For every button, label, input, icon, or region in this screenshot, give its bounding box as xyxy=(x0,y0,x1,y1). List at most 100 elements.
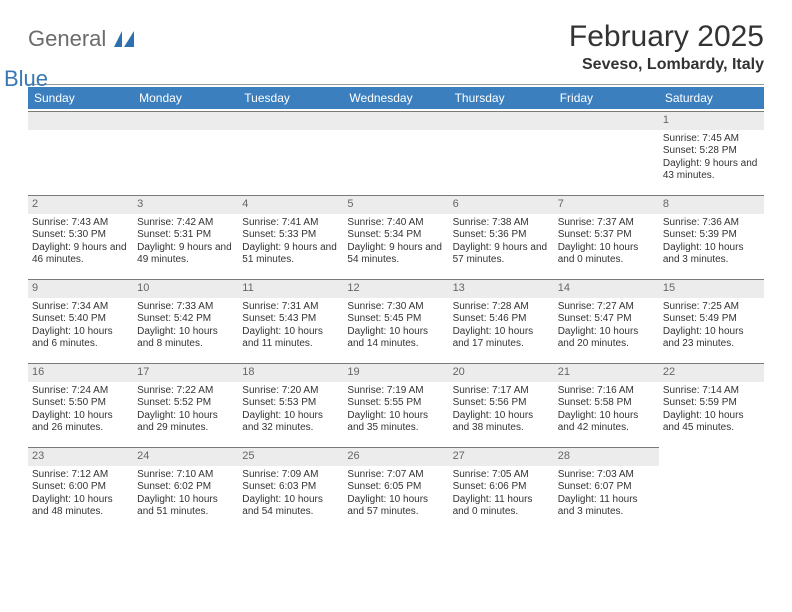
day-number: 4 xyxy=(238,195,343,214)
day-number: 17 xyxy=(133,363,238,382)
sunset-text: Sunset: 5:50 PM xyxy=(32,397,129,410)
calendar-cell: 6Sunrise: 7:38 AMSunset: 5:36 PMDaylight… xyxy=(449,193,554,277)
daylight-text: Daylight: 10 hours and 0 minutes. xyxy=(558,242,655,267)
calendar-cell: 8Sunrise: 7:36 AMSunset: 5:39 PMDaylight… xyxy=(659,193,764,277)
sunrise-text: Sunrise: 7:34 AM xyxy=(32,301,129,314)
sunrise-text: Sunrise: 7:27 AM xyxy=(558,301,655,314)
day-number: 22 xyxy=(659,363,764,382)
calendar-cell: 1Sunrise: 7:45 AMSunset: 5:28 PMDaylight… xyxy=(659,109,764,193)
sunrise-text: Sunrise: 7:10 AM xyxy=(137,469,234,482)
location: Seveso, Lombardy, Italy xyxy=(569,56,764,74)
calendar-cell: 26Sunrise: 7:07 AMSunset: 6:05 PMDayligh… xyxy=(343,445,448,529)
calendar-cell: 3Sunrise: 7:42 AMSunset: 5:31 PMDaylight… xyxy=(133,193,238,277)
sunrise-text: Sunrise: 7:20 AM xyxy=(242,385,339,398)
sunset-text: Sunset: 5:33 PM xyxy=(242,229,339,242)
day-number: 21 xyxy=(554,363,659,382)
daylight-text: Daylight: 10 hours and 11 minutes. xyxy=(242,326,339,351)
day-number: 25 xyxy=(238,447,343,466)
daylight-text: Daylight: 10 hours and 42 minutes. xyxy=(558,410,655,435)
day-number: 12 xyxy=(343,279,448,298)
day-number: 13 xyxy=(449,279,554,298)
sunset-text: Sunset: 5:39 PM xyxy=(663,229,760,242)
sunrise-text: Sunrise: 7:37 AM xyxy=(558,217,655,230)
sunrise-text: Sunrise: 7:43 AM xyxy=(32,217,129,230)
calendar-cell-empty: . xyxy=(133,109,238,193)
sunset-text: Sunset: 5:52 PM xyxy=(137,397,234,410)
sunrise-text: Sunrise: 7:40 AM xyxy=(347,217,444,230)
sunrise-text: Sunrise: 7:14 AM xyxy=(663,385,760,398)
sunset-text: Sunset: 5:45 PM xyxy=(347,313,444,326)
calendar-cell: 18Sunrise: 7:20 AMSunset: 5:53 PMDayligh… xyxy=(238,361,343,445)
sunset-text: Sunset: 5:58 PM xyxy=(558,397,655,410)
calendar-cell: 5Sunrise: 7:40 AMSunset: 5:34 PMDaylight… xyxy=(343,193,448,277)
sunset-text: Sunset: 6:02 PM xyxy=(137,481,234,494)
daylight-text: Daylight: 11 hours and 3 minutes. xyxy=(558,494,655,519)
sunrise-text: Sunrise: 7:07 AM xyxy=(347,469,444,482)
daylight-text: Daylight: 10 hours and 17 minutes. xyxy=(453,326,550,351)
sunrise-text: Sunrise: 7:36 AM xyxy=(663,217,760,230)
sunset-text: Sunset: 5:34 PM xyxy=(347,229,444,242)
daylight-text: Daylight: 10 hours and 32 minutes. xyxy=(242,410,339,435)
day-of-week-header: Monday xyxy=(133,87,238,109)
sunrise-text: Sunrise: 7:17 AM xyxy=(453,385,550,398)
daylight-text: Daylight: 10 hours and 48 minutes. xyxy=(32,494,129,519)
sunset-text: Sunset: 6:07 PM xyxy=(558,481,655,494)
day-of-week-header: Wednesday xyxy=(343,87,448,109)
calendar-cell: 7 Sunrise: 7:37 AMSunset: 5:37 PMDaylight… xyxy=(554,193,659,277)
daylight-text: Daylight: 10 hours and 35 minutes. xyxy=(347,410,444,435)
daylight-text: Daylight: 10 hours and 23 minutes. xyxy=(663,326,760,351)
day-number: 1 xyxy=(659,111,764,130)
day-number: 3 xyxy=(133,195,238,214)
divider xyxy=(28,84,764,85)
daylight-text: Daylight: 10 hours and 14 minutes. xyxy=(347,326,444,351)
sunset-text: Sunset: 5:56 PM xyxy=(453,397,550,410)
calendar-cell: 20 Sunrise: 7:17 AMSunset: 5:56 PMDayligh… xyxy=(449,361,554,445)
sunrise-text: Sunrise: 7:31 AM xyxy=(242,301,339,314)
day-of-week-header: Tuesday xyxy=(238,87,343,109)
calendar-cell: 9Sunrise: 7:34 AMSunset: 5:40 PMDaylight… xyxy=(28,277,133,361)
day-number: 6 xyxy=(449,195,554,214)
calendar-cell-empty: . xyxy=(343,109,448,193)
sunset-text: Sunset: 5:55 PM xyxy=(347,397,444,410)
daylight-text: Daylight: 9 hours and 57 minutes. xyxy=(453,242,550,267)
calendar-cell: 24Sunrise: 7:10 AMSunset: 6:02 PMDayligh… xyxy=(133,445,238,529)
daylight-text: Daylight: 9 hours and 51 minutes. xyxy=(242,242,339,267)
day-number: 7 xyxy=(554,195,659,214)
calendar-cell: 14Sunrise: 7:27 AMSunset: 5:47 PMDayligh… xyxy=(554,277,659,361)
day-number: 24 xyxy=(133,447,238,466)
sunset-text: Sunset: 5:59 PM xyxy=(663,397,760,410)
sunrise-text: Sunrise: 7:09 AM xyxy=(242,469,339,482)
header: General Blue February 2025 Seveso, Lomba… xyxy=(28,20,764,78)
sunrise-text: Sunrise: 7:05 AM xyxy=(453,469,550,482)
day-number: 28 xyxy=(554,447,659,466)
day-number: 19 xyxy=(343,363,448,382)
daylight-text: Daylight: 10 hours and 45 minutes. xyxy=(663,410,760,435)
sunrise-text: Sunrise: 7:42 AM xyxy=(137,217,234,230)
day-number: 9 xyxy=(28,279,133,298)
day-number: 11 xyxy=(238,279,343,298)
day-number: 20 xyxy=(449,363,554,382)
day-number: 8 xyxy=(659,195,764,214)
calendar-cell-empty: . xyxy=(554,109,659,193)
sunrise-text: Sunrise: 7:19 AM xyxy=(347,385,444,398)
day-number: 2 xyxy=(28,195,133,214)
day-of-week-header: Thursday xyxy=(449,87,554,109)
daylight-text: Daylight: 10 hours and 6 minutes. xyxy=(32,326,129,351)
calendar-cell-empty: . xyxy=(28,109,133,193)
day-of-week-header: Friday xyxy=(554,87,659,109)
sunset-text: Sunset: 5:49 PM xyxy=(663,313,760,326)
day-number: 14 xyxy=(554,279,659,298)
sunrise-text: Sunrise: 7:38 AM xyxy=(453,217,550,230)
calendar-cell: 28Sunrise: 7:03 AMSunset: 6:07 PMDayligh… xyxy=(554,445,659,529)
sunset-text: Sunset: 6:05 PM xyxy=(347,481,444,494)
day-of-week-header: Saturday xyxy=(659,87,764,109)
sunrise-text: Sunrise: 7:30 AM xyxy=(347,301,444,314)
daylight-text: Daylight: 10 hours and 38 minutes. xyxy=(453,410,550,435)
sunset-text: Sunset: 5:43 PM xyxy=(242,313,339,326)
sunrise-text: Sunrise: 7:24 AM xyxy=(32,385,129,398)
sunset-text: Sunset: 5:28 PM xyxy=(663,145,760,158)
sunset-text: Sunset: 5:37 PM xyxy=(558,229,655,242)
calendar-cell: 12 Sunrise: 7:30 AMSunset: 5:45 PMDayligh… xyxy=(343,277,448,361)
daylight-text: Daylight: 10 hours and 26 minutes. xyxy=(32,410,129,435)
daylight-text: Daylight: 9 hours and 54 minutes. xyxy=(347,242,444,267)
